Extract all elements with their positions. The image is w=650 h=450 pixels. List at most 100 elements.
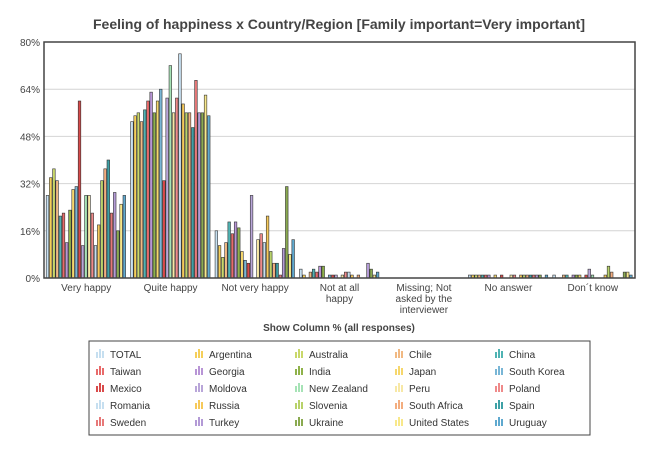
legend-swatch (498, 383, 500, 392)
legend-swatch (102, 385, 104, 392)
x-category-label: Quite happy (144, 283, 198, 294)
x-axis-categories: Very happy Quite happy Not very happy Not a… (61, 282, 619, 316)
bar (149, 91, 153, 279)
legend-swatch (298, 349, 300, 358)
bar (207, 115, 211, 279)
bar (610, 271, 614, 279)
legend-swatch (495, 386, 497, 392)
bar (152, 112, 156, 279)
bar (146, 100, 150, 279)
legend-swatch (395, 403, 397, 409)
legend-swatch (301, 402, 303, 409)
legend-swatch (501, 402, 503, 409)
legend-swatch (398, 400, 400, 409)
legend-label: Turkey (209, 418, 239, 429)
bar (321, 265, 325, 279)
legend-swatch (498, 417, 500, 426)
bar (171, 112, 176, 279)
bar (45, 195, 50, 279)
bar (175, 97, 179, 279)
bar (116, 230, 120, 279)
legend-swatch (401, 351, 403, 358)
legend-swatch (295, 352, 297, 358)
bar (214, 230, 218, 279)
bar (265, 215, 270, 279)
legend-item: New Zealand (295, 383, 368, 395)
legend-label: TOTAL (110, 350, 142, 361)
bar (143, 109, 147, 279)
legend-swatch (398, 349, 400, 358)
bar (103, 168, 107, 279)
legend-item: United States (395, 417, 469, 429)
bar (217, 245, 222, 279)
legend-item: Taiwan (96, 366, 141, 378)
bar (162, 180, 166, 279)
bar (68, 209, 72, 279)
legend-swatch (99, 383, 101, 392)
bar (262, 242, 266, 279)
legend-label: Sweden (110, 418, 146, 429)
bars (45, 53, 633, 279)
legend-item: Georgia (195, 366, 245, 378)
bar (159, 88, 163, 279)
bar (139, 121, 144, 279)
bar (155, 100, 160, 279)
legend-item: Poland (495, 383, 540, 395)
legend-label: Japan (409, 367, 436, 378)
legend-swatch (198, 383, 200, 392)
bar (347, 271, 351, 279)
bar (71, 189, 75, 279)
bar (52, 168, 56, 279)
bar (168, 65, 172, 279)
legend-swatch (195, 369, 197, 375)
y-tick-label: 32% (20, 180, 40, 191)
bar (197, 112, 201, 279)
legend-swatch (99, 349, 101, 358)
legend-label: Australia (309, 350, 348, 361)
bar (288, 254, 292, 279)
legend-swatch (401, 402, 403, 409)
bar (61, 212, 66, 279)
bar (249, 195, 254, 279)
legend-swatch (301, 368, 303, 375)
x-category-label: Very happy (61, 283, 111, 294)
bar (55, 180, 59, 279)
legend-swatch (295, 386, 297, 392)
bar (191, 127, 195, 279)
bar (90, 212, 94, 279)
legend-label: Slovenia (309, 401, 348, 412)
bar (97, 224, 101, 279)
legend-swatch (398, 366, 400, 375)
legend-label: Argentina (209, 350, 252, 361)
bar (133, 115, 137, 279)
bar (113, 192, 117, 279)
legend-swatch (102, 368, 104, 375)
legend-swatch (96, 352, 98, 358)
y-tick-label: 64% (20, 85, 40, 96)
legend-swatch (99, 417, 101, 426)
bar (622, 271, 627, 279)
legend-swatch (195, 386, 197, 392)
legend-swatch (102, 402, 104, 409)
bar (275, 262, 279, 279)
legend-swatch (298, 417, 300, 426)
legend-item: Chile (395, 349, 432, 361)
legend-item: Slovenia (295, 400, 348, 412)
legend-item: TOTAL (96, 349, 142, 361)
legend-label: South Africa (409, 401, 463, 412)
legend-swatch (401, 368, 403, 375)
legend-swatch (198, 400, 200, 409)
legend-swatch (498, 366, 500, 375)
legend-label: Romania (110, 401, 150, 412)
bar (203, 94, 208, 279)
legend: TOTAL Argentina Australia Chile China Taiwan G… (96, 349, 565, 429)
legend-swatch (301, 351, 303, 358)
legend-swatch (298, 400, 300, 409)
bar (200, 112, 204, 279)
legend-item: South Africa (395, 400, 463, 412)
bar (256, 239, 260, 279)
bar (369, 268, 373, 279)
bar (237, 227, 241, 279)
legend-swatch (498, 349, 500, 358)
